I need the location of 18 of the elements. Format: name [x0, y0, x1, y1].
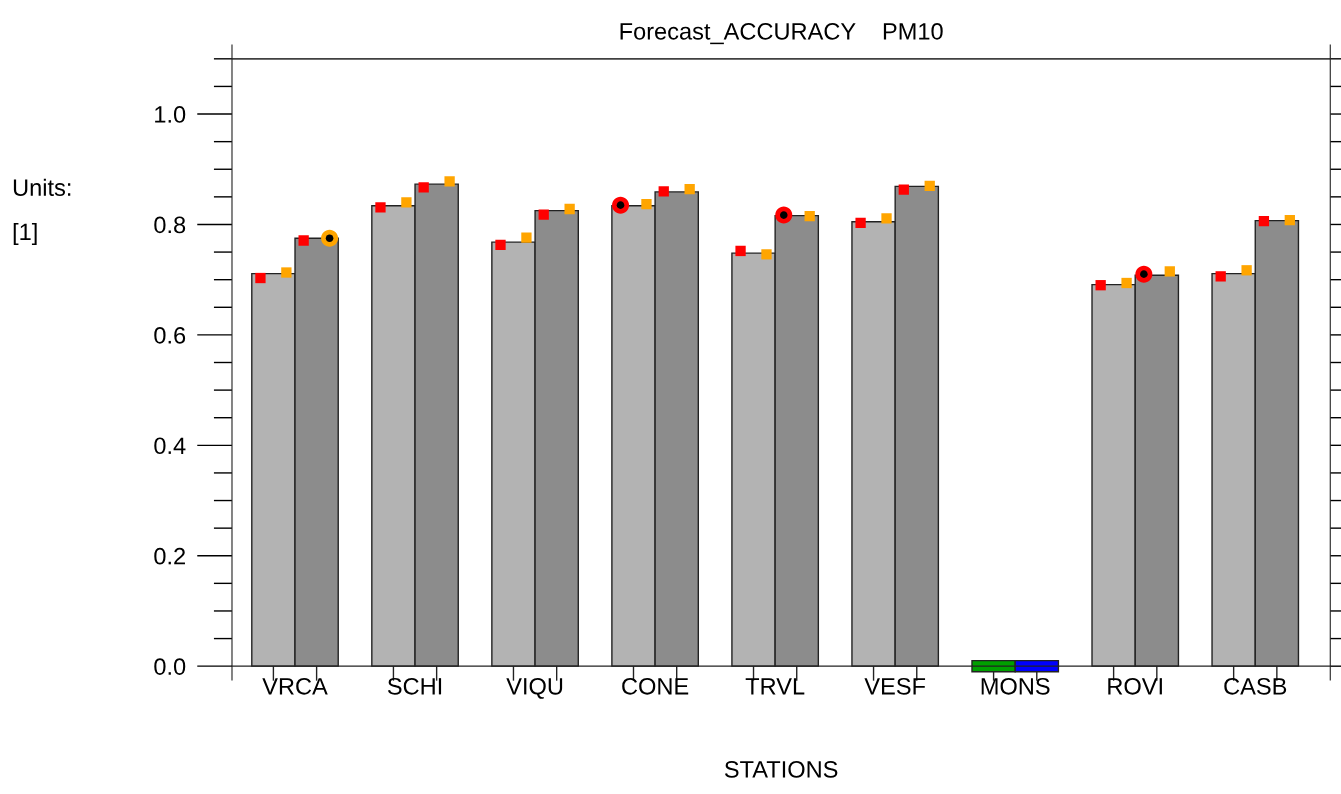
y-tick-label: 0.0 — [154, 658, 186, 675]
y-tick-label: 0.6 — [154, 326, 186, 344]
x-tick-label: SCHI — [387, 677, 442, 695]
x-tick-label: MONS — [981, 677, 1050, 695]
y-axis-title: Units: [1] — [13, 178, 71, 245]
y-tick-label: 0.8 — [154, 216, 186, 234]
x-tick-label: ROVI — [1108, 677, 1162, 695]
x-tick-label: CONE — [622, 677, 689, 695]
x-tick-label: CASB — [1224, 677, 1287, 695]
x-tick-label: TRVL — [745, 678, 805, 695]
x-axis-title: STATIONS — [724, 761, 838, 778]
y-tick-label: 1.0 — [155, 106, 186, 123]
y-tick-label: 0.4 — [154, 437, 186, 455]
x-tick-label: VESF — [864, 677, 926, 695]
chart-title: Forecast_ACCURACY PM10 — [620, 22, 943, 45]
y-tick-label: 0.2 — [154, 547, 185, 565]
x-tick-label: VRCA — [262, 677, 328, 695]
x-tick-label: VIQU — [506, 677, 563, 699]
